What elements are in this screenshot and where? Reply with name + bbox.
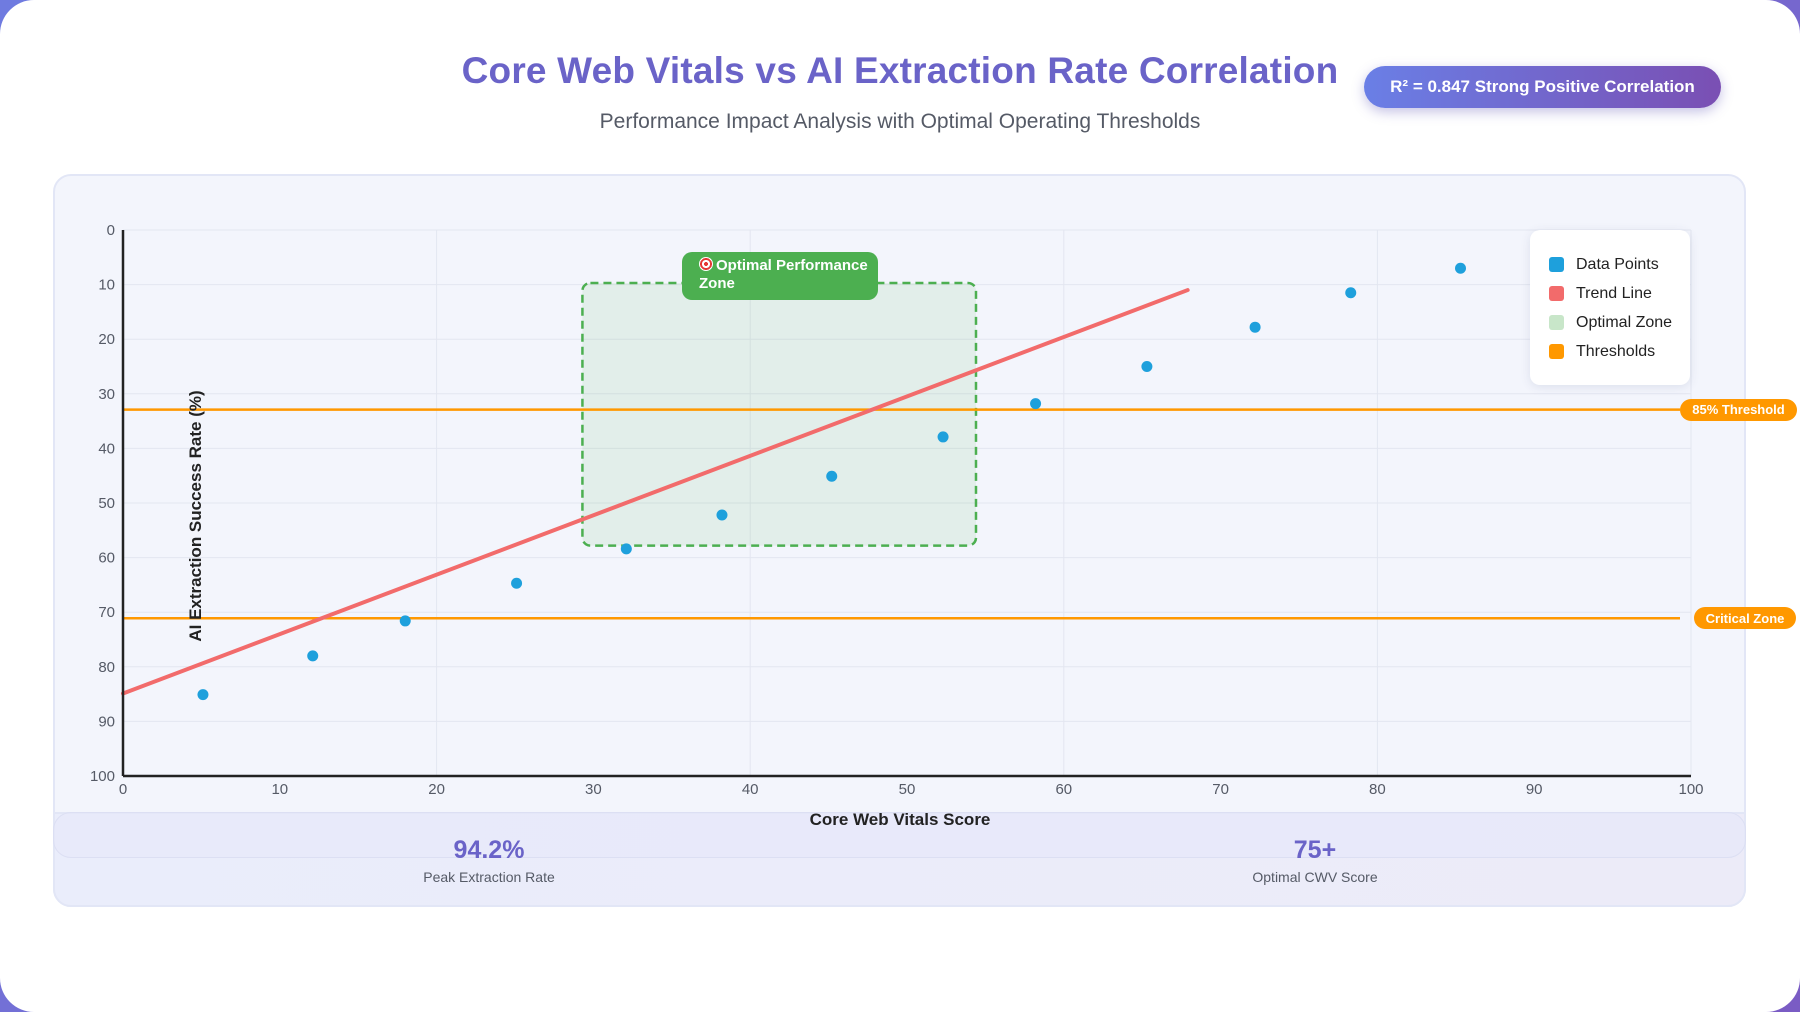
x-tick-label: 50 (899, 781, 916, 798)
optimal-zone-label: Optimal Performance Zone (682, 252, 878, 300)
trend-line (121, 288, 1190, 696)
optimal-zone-text: Optimal Performance Zone (699, 257, 868, 292)
y-tick-label: 100 (90, 768, 115, 785)
y-tick-label: 0 (107, 222, 115, 239)
data-point (620, 543, 632, 555)
legend-item-trend: Trend Line (1549, 279, 1690, 308)
data-point (307, 650, 319, 662)
optimal-zone (581, 281, 978, 547)
y-axis-label: AI Extraction Success Rate (%) (186, 390, 205, 642)
x-tick-label: 60 (1055, 781, 1072, 798)
legend: Data Points Trend Line Optimal Zone Thre… (1530, 230, 1690, 385)
stat-optimal-cwv: 75+ Optimal CWV Score (1165, 836, 1465, 885)
chart-panel (53, 174, 1746, 907)
legend-swatch-thresholds (1549, 344, 1564, 359)
chart-title: Core Web Vitals vs AI Extraction Rate Co… (461, 50, 1339, 91)
data-point (399, 615, 411, 627)
data-points (197, 262, 1467, 701)
legend-label: Data Points (1576, 255, 1659, 273)
stat-label: Optimal CWV Score (1252, 869, 1378, 885)
y-tick-label: 10 (98, 277, 115, 294)
stat-value: 75+ (1293, 836, 1337, 864)
x-tick-label: 70 (1212, 781, 1229, 798)
y-tick-label: 40 (98, 440, 115, 457)
y-tick-label: 30 (98, 386, 115, 403)
data-point (716, 509, 728, 521)
stat-label: Peak Extraction Rate (423, 869, 555, 885)
legend-swatch-points (1549, 257, 1564, 272)
legend-item-zone: Optimal Zone (1549, 308, 1690, 337)
stats-band-divider (53, 812, 1746, 858)
axes (121, 230, 1691, 778)
y-tick-label: 50 (98, 495, 115, 512)
y-tick-label: 80 (98, 659, 115, 676)
legend-swatch-zone (1549, 315, 1564, 330)
y-tick-label: 90 (98, 713, 115, 730)
data-point (1345, 287, 1357, 299)
threshold-lines (123, 408, 1680, 620)
legend-label: Optimal Zone (1576, 313, 1673, 331)
chart-subtitle: Performance Impact Analysis with Optimal… (599, 110, 1201, 133)
data-point (1455, 262, 1467, 274)
stat-value: 94.2% (453, 836, 525, 864)
legend-swatch-trend (1549, 286, 1564, 301)
stat-peak-extraction: 94.2% Peak Extraction Rate (339, 836, 639, 885)
data-point (826, 470, 838, 482)
r2-badge: R² = 0.847 Strong Positive Correlation (1364, 66, 1721, 108)
x-tick-label: 80 (1369, 781, 1386, 798)
data-point (1030, 398, 1042, 410)
x-tick-label: 10 (271, 781, 288, 798)
legend-label: Trend Line (1576, 284, 1652, 302)
x-tick-label: 100 (1678, 781, 1703, 798)
data-point (197, 689, 209, 701)
x-tick-label: 40 (742, 781, 759, 798)
data-point (1141, 361, 1153, 372)
y-tick-label: 20 (98, 331, 115, 348)
legend-label: Thresholds (1576, 342, 1656, 360)
y-tick-label: 70 (98, 604, 115, 621)
data-point (511, 577, 523, 589)
x-tick-label: 20 (428, 781, 445, 798)
x-tick-label: 0 (119, 781, 127, 798)
threshold-tag-critical: Critical Zone (1694, 607, 1796, 630)
x-axis-label: Core Web Vitals Score (809, 810, 991, 829)
threshold-tag-85: 85% Threshold (1680, 398, 1797, 421)
legend-item-points: Data Points (1549, 250, 1690, 279)
y-tick-label: 60 (98, 550, 115, 567)
tick-labels: 0 10 20 30 40 50 60 70 80 90 100010203040506070809… (90, 222, 1704, 798)
x-tick-label: 90 (1526, 781, 1543, 798)
target-icon (699, 257, 713, 271)
legend-item-thresholds: Thresholds (1549, 337, 1690, 366)
x-tick-label: 30 (585, 781, 602, 798)
data-point (937, 431, 949, 443)
data-point (1249, 321, 1261, 333)
